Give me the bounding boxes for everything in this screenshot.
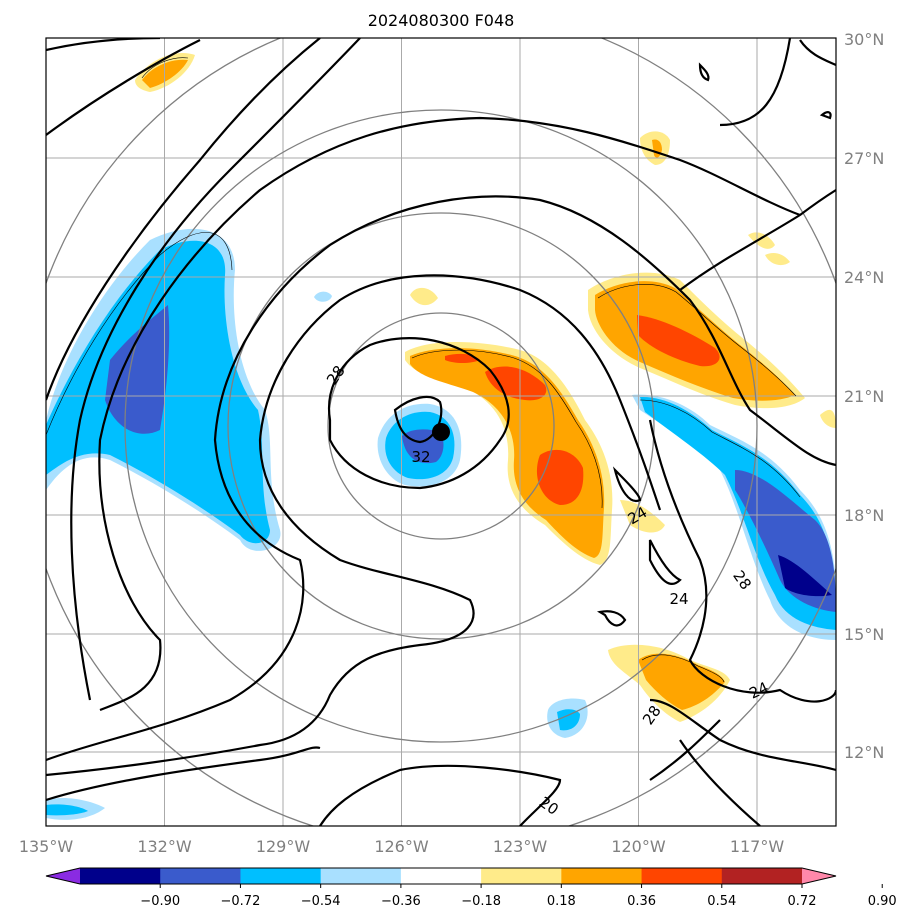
positive-spot-f bbox=[820, 409, 836, 428]
lat-tick-labels: 30°N 27°N 24°N 21°N 18°N 15°N 12°N bbox=[844, 30, 884, 762]
contour-label: 24 bbox=[669, 590, 688, 608]
lat-tick: 21°N bbox=[844, 387, 884, 406]
lon-tick: 132°W bbox=[137, 837, 192, 856]
positive-core-swirl-c bbox=[536, 449, 584, 505]
negative-core-center bbox=[402, 429, 444, 464]
positive-spot-c bbox=[410, 287, 438, 306]
positive-spot-g bbox=[620, 500, 665, 533]
colorbar-bin bbox=[320, 868, 402, 884]
range-rings bbox=[46, 38, 836, 826]
lat-tick: 30°N bbox=[844, 30, 884, 49]
lon-tick: 126°W bbox=[374, 837, 429, 856]
positive-spot-e bbox=[765, 252, 790, 266]
lat-tick: 15°N bbox=[844, 625, 884, 644]
colorbar-bin bbox=[561, 868, 643, 884]
colorbar-tick-label: −0.90 bbox=[140, 894, 180, 909]
positive-region-swirl bbox=[410, 348, 605, 558]
colorbar-extend-max bbox=[802, 868, 836, 884]
negative-spot-b-core bbox=[557, 709, 580, 731]
negative-spot-c-core bbox=[46, 804, 88, 816]
colorbar-outline bbox=[45, 867, 837, 885]
positive-spot-d bbox=[748, 232, 775, 249]
lon-tick: 135°W bbox=[19, 837, 74, 856]
colorbar: −0.90 −0.72 −0.54 −0.36 −0.18 0.18 0.36 0.54 0.7… bbox=[45, 867, 897, 909]
colorbar-bin bbox=[80, 868, 161, 884]
lat-tick: 18°N bbox=[844, 506, 884, 525]
map-panel: 28 32 24 24 28 24 28 20 bbox=[45, 37, 837, 827]
lon-tick-labels: 135°W 132°W 129°W 126°W 123°W 120°W 117°… bbox=[19, 837, 785, 856]
colorbar-tick-label: −0.72 bbox=[221, 894, 261, 909]
negative-spot-a bbox=[314, 291, 332, 302]
lat-tick: 24°N bbox=[844, 268, 884, 287]
colorbar-bin bbox=[160, 868, 241, 884]
colorbar-tick-label: −0.18 bbox=[461, 894, 501, 909]
colorbar-tick-label: −0.54 bbox=[301, 894, 341, 909]
colorbar-tick-label: 0.54 bbox=[707, 894, 736, 909]
colorbar-bin bbox=[641, 868, 723, 884]
colorbar-tick-label: 0.72 bbox=[788, 894, 817, 909]
colorbar-bin bbox=[481, 868, 562, 884]
lat-tick: 27°N bbox=[844, 149, 884, 168]
colorbar-bin bbox=[721, 868, 803, 884]
colorbar-bin bbox=[400, 868, 482, 884]
positive-core-swirl-a bbox=[485, 366, 547, 401]
graticule bbox=[46, 38, 836, 826]
contour-label: 32 bbox=[411, 448, 430, 466]
negative-max-east bbox=[778, 555, 832, 597]
shaded-field bbox=[46, 52, 836, 820]
colorbar-tick-label: 0.90 bbox=[868, 894, 897, 909]
map-frame bbox=[45, 37, 837, 827]
colorbar-bin bbox=[240, 868, 322, 884]
storm-center-marker bbox=[432, 423, 450, 441]
lon-tick: 123°W bbox=[493, 837, 548, 856]
positive-region-se bbox=[638, 653, 725, 710]
lon-tick: 117°W bbox=[730, 837, 785, 856]
lon-tick: 120°W bbox=[611, 837, 666, 856]
colorbar-tick-label: 0.36 bbox=[627, 894, 656, 909]
positive-core-ne bbox=[637, 315, 720, 367]
colorbar-tick-label: −0.36 bbox=[381, 894, 421, 909]
colorbar-extend-min bbox=[46, 868, 80, 884]
lat-tick: 12°N bbox=[844, 743, 884, 762]
negative-core-west bbox=[105, 305, 170, 434]
chart-title: 2024080300 F048 bbox=[368, 11, 515, 30]
lon-tick: 129°W bbox=[256, 837, 311, 856]
colorbar-tick-label: 0.18 bbox=[547, 894, 576, 909]
